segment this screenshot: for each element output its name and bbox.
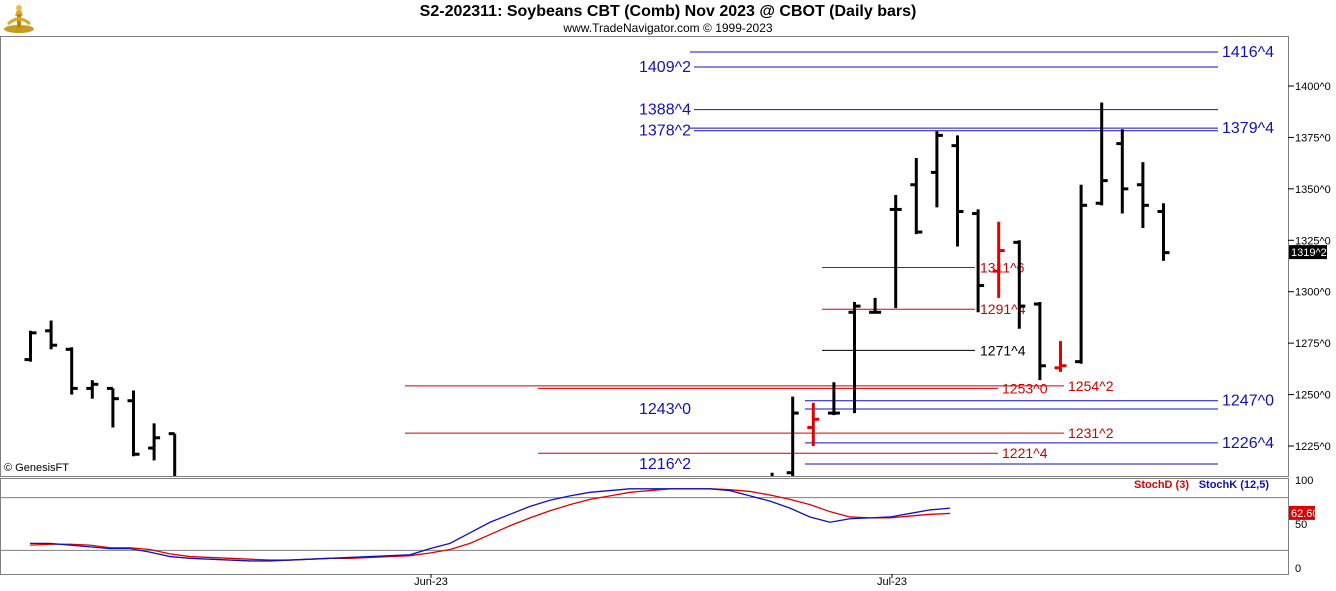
level-label: 1379^4	[1222, 120, 1274, 137]
last-price-box	[1289, 245, 1327, 260]
oscillator-y-tick-label: 0	[1295, 563, 1301, 575]
level-label: 1243^0	[639, 401, 691, 418]
level-label: 1388^4	[639, 102, 691, 119]
chart-header: S2-202311: Soybeans CBT (Comb) Nov 2023 …	[0, 0, 1336, 36]
level-label: 1221^4	[1002, 445, 1048, 461]
level-label: 1231^2	[1068, 425, 1114, 441]
y-tick-label: 1225^0	[1295, 441, 1331, 453]
y-tick-label: 1375^0	[1295, 132, 1331, 144]
y-tick-label: 1250^0	[1295, 390, 1331, 402]
oscillator-pane-frame	[0, 478, 1289, 575]
trade-navigator-logo	[2, 2, 36, 34]
oscillator-last-value-box	[1289, 505, 1315, 520]
level-label: 1409^2	[639, 59, 691, 76]
level-label: 1291^4	[980, 301, 1026, 317]
oscillator-y-tick-label: 50	[1295, 519, 1307, 531]
y-tick-label: 1350^0	[1295, 184, 1331, 196]
stochd-line	[29, 488, 951, 561]
y-tick-label: 1275^0	[1295, 338, 1331, 350]
level-label: 1253^0	[1002, 380, 1048, 396]
legend-stochd: StochD (3)	[1134, 479, 1189, 491]
level-label: 1216^2	[639, 456, 691, 473]
x-tick-label: Jul-23	[877, 576, 907, 588]
y-tick-label: 1325^0	[1295, 235, 1331, 247]
level-label: 1271^4	[980, 342, 1026, 358]
chart-title: S2-202311: Soybeans CBT (Comb) Nov 2023 …	[419, 3, 917, 20]
y-tick-label: 1400^0	[1295, 81, 1331, 93]
level-label: 1247^0	[1222, 393, 1274, 410]
level-label: 1311^6	[980, 260, 1025, 276]
x-tick-label: Jun-23	[414, 576, 448, 588]
level-label: 1254^2	[1068, 378, 1114, 394]
oscillator-y-tick-label: 100	[1295, 475, 1313, 487]
price-pane-frame	[0, 36, 1289, 477]
stochk-line	[30, 488, 951, 562]
level-label: 1378^2	[639, 123, 691, 140]
oscillator-last-value-label: 62.60	[1291, 508, 1319, 520]
y-tick-label: 1300^0	[1295, 287, 1331, 299]
chart-subtitle: www.TradeNavigator.com © 1999-2023	[563, 21, 773, 35]
copyright-label: © GenesisFT	[4, 462, 69, 474]
legend-stochk: StochK (12,5)	[1199, 479, 1270, 491]
level-label: 1226^4	[1222, 435, 1274, 452]
last-price-label: 1319^2	[1291, 247, 1327, 259]
level-label: 1416^4	[1222, 44, 1274, 61]
